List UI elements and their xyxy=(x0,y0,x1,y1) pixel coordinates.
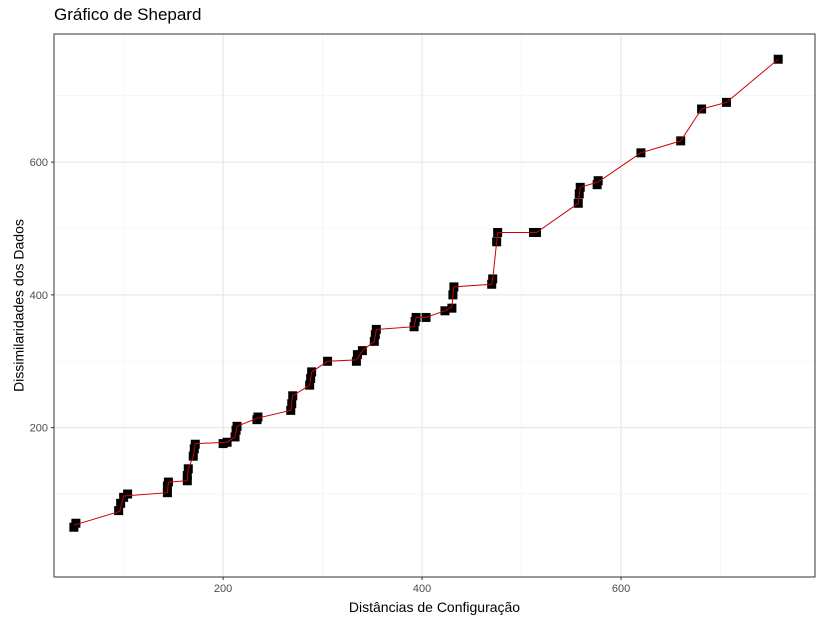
panel-border xyxy=(53,33,816,578)
grid-lines xyxy=(54,34,815,577)
chart-title: Gráfico de Shepard xyxy=(54,5,202,24)
data-point xyxy=(351,356,361,366)
x-tick-label: 600 xyxy=(612,583,630,595)
x-tick-label: 400 xyxy=(413,583,431,595)
y-tick-label: 400 xyxy=(30,290,48,302)
fit-line xyxy=(73,58,779,526)
data-point xyxy=(71,518,81,528)
data-point xyxy=(123,489,133,499)
x-tick-label: 200 xyxy=(214,583,232,595)
data-point xyxy=(447,303,457,313)
data-series xyxy=(69,54,783,532)
data-point xyxy=(253,412,263,422)
axis-ticks: 200 400 600 200 400 600 xyxy=(30,157,631,595)
data-point xyxy=(116,498,126,508)
data-point xyxy=(114,506,124,516)
data-point xyxy=(352,350,362,360)
data-point xyxy=(593,176,603,186)
y-axis-title: Dissimilaridades dos Dados xyxy=(11,219,27,392)
y-tick-label: 200 xyxy=(30,423,48,435)
y-tick-label: 600 xyxy=(30,157,48,169)
x-axis-title: Distâncias de Configuração xyxy=(349,599,520,615)
